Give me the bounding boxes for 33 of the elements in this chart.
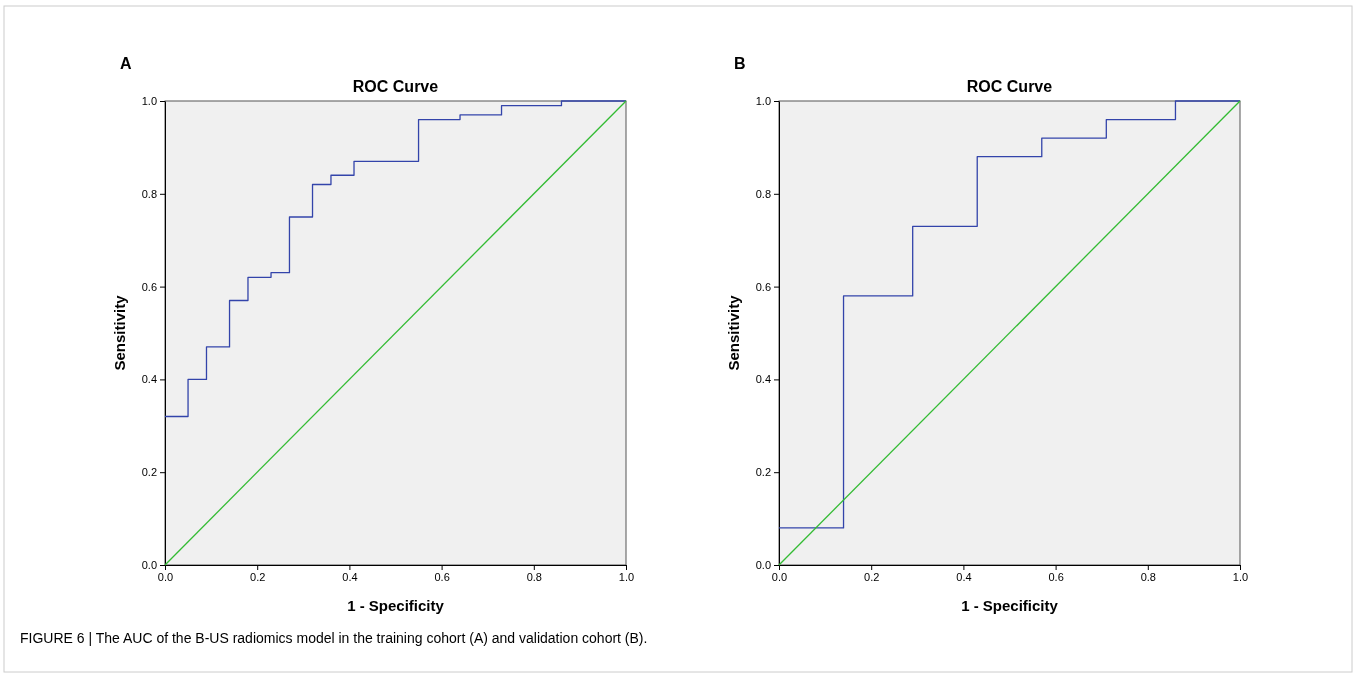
x-axis-title: 1 - Specificity xyxy=(961,597,1059,614)
x-tick-label: 0.8 xyxy=(526,570,542,583)
y-tick-label: 0.6 xyxy=(141,280,157,293)
x-tick-label: 0.0 xyxy=(771,570,788,583)
y-tick-label: 0.6 xyxy=(755,280,771,293)
y-tick-label: 0.0 xyxy=(141,559,157,572)
y-tick-label: 0.4 xyxy=(755,373,771,386)
y-axis-title: Sensitivity xyxy=(111,294,128,371)
x-tick-label: 0.6 xyxy=(434,570,450,583)
x-tick-label: 0.4 xyxy=(342,570,358,583)
caption: FIGURE 6 | The AUC of the B-US radiomics model in the training cohort (A) and validation cohort (B). xyxy=(20,630,648,646)
y-tick-label: 1.0 xyxy=(755,95,771,108)
y-tick-label: 0.0 xyxy=(755,559,771,572)
x-tick-label: 0.2 xyxy=(864,570,880,583)
x-tick-label: 1.0 xyxy=(618,570,635,583)
x-axis-title: 1 - Specificity xyxy=(347,597,445,614)
x-tick-label: 0.0 xyxy=(157,570,174,583)
chart-title: ROC Curve xyxy=(966,78,1053,95)
y-tick-label: 0.2 xyxy=(141,466,157,479)
chart-title: ROC Curve xyxy=(352,78,439,95)
y-tick-label: 0.2 xyxy=(755,466,771,479)
y-tick-label: 0.8 xyxy=(755,187,771,200)
x-tick-label: 0.6 xyxy=(1048,570,1064,583)
text: A xyxy=(120,55,132,72)
text: B xyxy=(734,55,746,72)
x-tick-label: 1.0 xyxy=(1232,570,1249,583)
y-axis-title: Sensitivity xyxy=(725,294,742,371)
x-tick-label: 0.8 xyxy=(1140,570,1156,583)
y-tick-label: 0.8 xyxy=(141,187,157,200)
x-tick-label: 0.2 xyxy=(250,570,266,583)
y-tick-label: 1.0 xyxy=(141,95,157,108)
y-tick-label: 0.4 xyxy=(141,373,157,386)
x-tick-label: 0.4 xyxy=(956,570,972,583)
